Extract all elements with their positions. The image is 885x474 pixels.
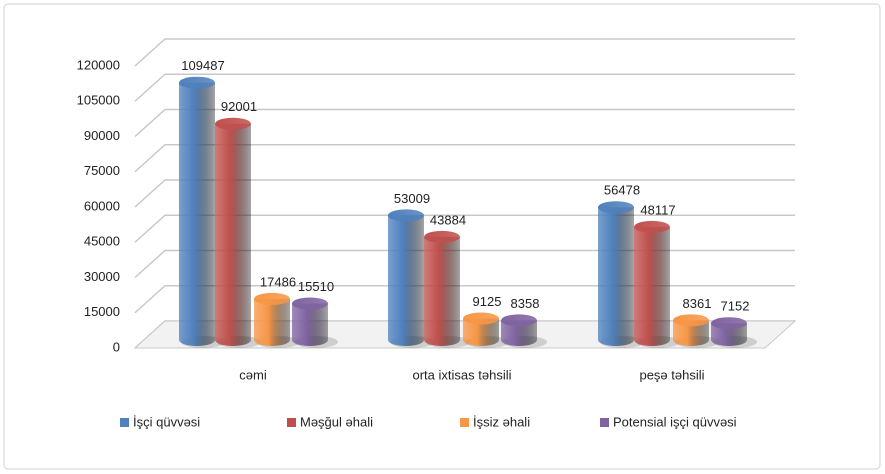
legend-label: Potensial işçi qüvvəsi [613,414,737,429]
legend-swatch [287,418,296,427]
grid-line [134,285,795,314]
grid-line [134,144,795,173]
y-tick-label: 0 [113,339,120,354]
bar [634,226,670,346]
grid-line [134,214,795,243]
y-tick-label: 75000 [84,163,120,178]
legend-swatch [600,418,609,427]
data-label: 43884 [430,212,466,227]
data-label: 56478 [604,183,640,198]
data-label: 7152 [721,299,750,314]
grid-line [134,249,795,279]
y-tick-label: 45000 [84,234,120,249]
bar [179,82,215,346]
bar-top [711,317,747,330]
bar [673,320,709,346]
data-label: 15510 [298,279,334,294]
bar-top [424,230,460,243]
x-tick-label: cəmi [239,367,267,382]
bar-top [598,201,634,214]
bar [292,303,328,346]
x-tick-label: peşə təhsili [639,367,704,382]
y-tick-label: 30000 [84,269,120,284]
bar [254,298,290,346]
data-label: 53009 [394,191,430,206]
bar-top [673,314,709,327]
data-label: 92001 [221,99,257,114]
data-label: 8361 [683,296,712,311]
bar [463,318,499,346]
bar [711,323,747,346]
legend-label: İşsiz əhali [473,414,530,429]
data-label: 8358 [511,296,540,311]
legend-label: Məşğul əhali [300,414,373,429]
bar-top [292,297,328,310]
bar [598,207,634,346]
bar-top [215,117,251,130]
legend-swatch [120,418,129,427]
bar-top [388,209,424,222]
y-tick-label: 60000 [84,198,120,213]
bar-top [634,220,670,233]
y-tick-label: 90000 [84,128,120,143]
data-label: 48117 [640,202,675,217]
legend-swatch [460,418,469,427]
data-label: 17486 [260,274,296,289]
bar [215,123,251,346]
grid-line [134,179,795,208]
data-label: 9125 [473,294,502,309]
bar [501,320,537,346]
bar [388,215,424,346]
bar-top [179,76,215,89]
legend-label: İşçi qüvvəsi [133,414,200,429]
grid-line [134,73,795,102]
bar-top [254,292,290,305]
y-tick-label: 15000 [84,304,120,319]
data-label: 109487 [181,58,224,73]
y-tick-label: 120000 [77,57,120,72]
bar [424,236,460,346]
x-tick-label: orta ixtisas təhsili [413,367,512,382]
y-tick-label: 105000 [77,93,120,108]
bar-top [463,312,499,325]
grid-line [134,108,795,138]
grid-line [134,38,795,67]
bar-top [501,314,537,327]
